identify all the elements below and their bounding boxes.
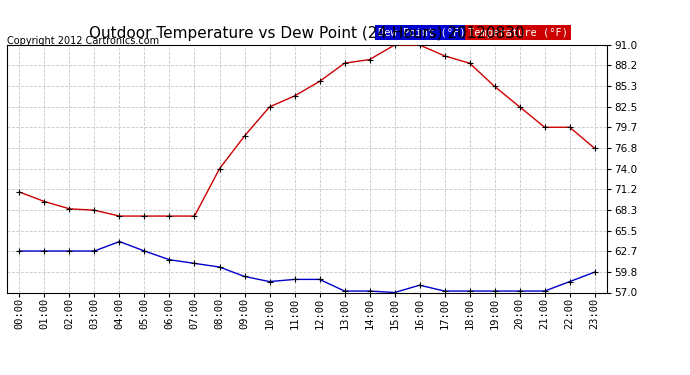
Text: Temperature (°F): Temperature (°F) [468, 28, 568, 38]
Title: Outdoor Temperature vs Dew Point (24 Hours) 20120830: Outdoor Temperature vs Dew Point (24 Hou… [89, 26, 525, 41]
Text: Copyright 2012 Cartronics.com: Copyright 2012 Cartronics.com [7, 36, 159, 46]
Text: Dew Point (°F): Dew Point (°F) [378, 28, 465, 38]
